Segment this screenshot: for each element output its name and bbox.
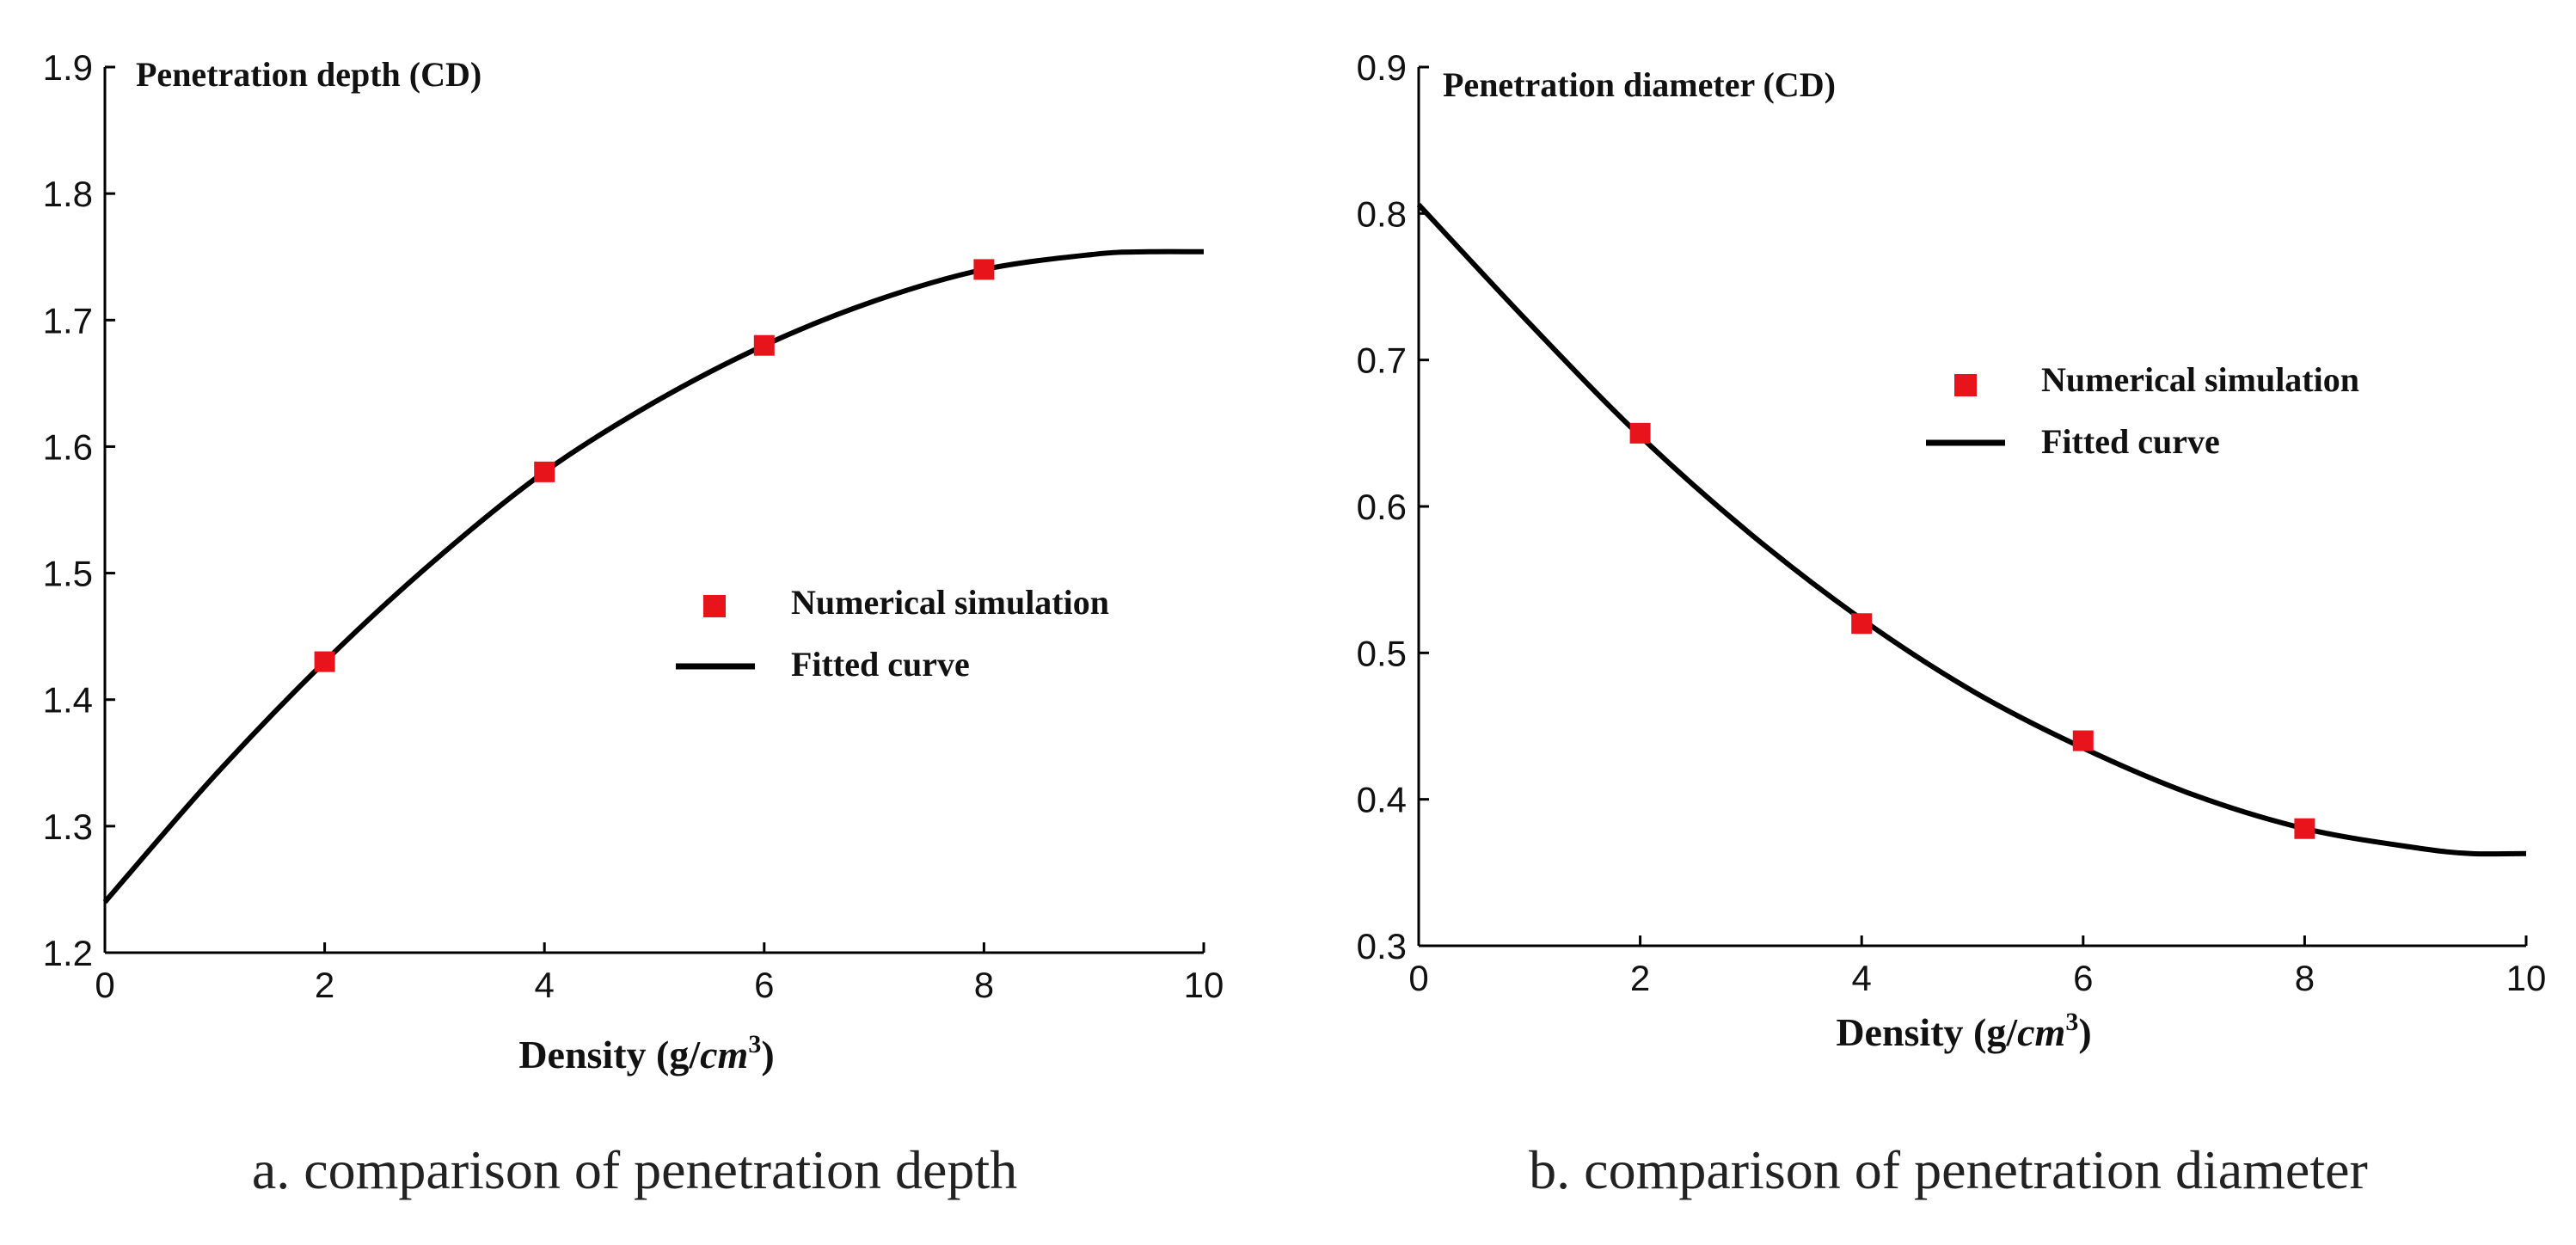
simulation-point bbox=[2294, 818, 2315, 839]
panel-b: Penetration diameter (CD) 0.30.40.50.60.… bbox=[1357, 47, 2547, 1200]
panel-b-title: Penetration diameter (CD) bbox=[1443, 65, 1836, 104]
panel-b-legend: Numerical simulation Fitted curve bbox=[1926, 360, 2359, 461]
panel-a-title: Penetration depth (CD) bbox=[136, 55, 481, 94]
panel-b-fitted-curve-group bbox=[1416, 203, 2527, 857]
y-tick-label: 0.9 bbox=[1357, 47, 1407, 88]
simulation-point bbox=[1629, 422, 1651, 444]
y-tick-label: 1.3 bbox=[43, 806, 93, 847]
simulation-point bbox=[2072, 730, 2094, 751]
simulation-point bbox=[314, 651, 335, 672]
legend-label-fitted: Fitted curve bbox=[2041, 422, 2220, 461]
x-tick-label: 4 bbox=[535, 965, 555, 1005]
fitted-curve-line bbox=[102, 248, 1205, 905]
y-tick-label: 1.6 bbox=[43, 426, 93, 467]
x-tick-label: 2 bbox=[315, 965, 334, 1005]
panel-a-x-label-sup: 3 bbox=[748, 1030, 761, 1058]
simulation-point bbox=[1851, 613, 1873, 635]
y-tick-label: 0.7 bbox=[1357, 340, 1407, 381]
panel-b-caption: b. comparison of penetration diameter bbox=[1529, 1139, 2368, 1200]
x-tick-label: 8 bbox=[974, 965, 994, 1005]
x-tick-label: 6 bbox=[2073, 958, 2093, 998]
x-tick-label: 8 bbox=[2295, 958, 2315, 998]
panel-a-fitted-curve-group bbox=[102, 248, 1205, 905]
simulation-point bbox=[753, 334, 775, 356]
panel-a-legend: Numerical simulation Fitted curve bbox=[676, 583, 1109, 684]
legend-label-simulation: Numerical simulation bbox=[2041, 360, 2359, 399]
panel-b-x-label-prefix: Density (g/ bbox=[1836, 1010, 2018, 1054]
y-tick-label: 0.4 bbox=[1357, 780, 1407, 820]
panel-a-x-axis-label: Density (g/cm3) bbox=[518, 1030, 774, 1076]
y-tick-label: 0.6 bbox=[1357, 487, 1407, 527]
legend-marker-simulation bbox=[703, 595, 726, 617]
panel-b-x-label-unit: cm bbox=[2017, 1010, 2065, 1054]
legend-marker-simulation bbox=[1954, 374, 1977, 396]
y-tick-label: 1.5 bbox=[43, 554, 93, 594]
y-tick-label: 1.8 bbox=[43, 174, 93, 214]
y-tick-label: 1.9 bbox=[43, 47, 93, 88]
y-tick-label: 1.4 bbox=[43, 680, 93, 721]
legend-label-fitted: Fitted curve bbox=[791, 645, 970, 684]
y-tick-label: 0.8 bbox=[1357, 193, 1407, 234]
y-tick-label: 0.3 bbox=[1357, 926, 1407, 966]
x-tick-label: 10 bbox=[1184, 965, 1224, 1005]
panel-b-x-axis-label: Density (g/cm3) bbox=[1836, 1008, 2091, 1054]
y-tick-label: 0.5 bbox=[1357, 633, 1407, 673]
panel-a-y-ticks: 1.2 1.3 1.4 1.5 1.6 1.7 1.8 1.9 bbox=[43, 47, 115, 973]
x-tick-label: 10 bbox=[2506, 958, 2547, 998]
panel-b-simulation-markers bbox=[1629, 422, 2315, 839]
x-tick-label: 4 bbox=[1852, 958, 1872, 998]
x-tick-label: 0 bbox=[95, 965, 114, 1005]
y-tick-label: 1.7 bbox=[43, 300, 93, 340]
simulation-point bbox=[973, 259, 995, 280]
panel-a-x-label-unit: cm bbox=[700, 1033, 748, 1076]
panel-a-x-ticks: 0 2 4 6 8 10 bbox=[95, 942, 1224, 1005]
panel-a-simulation-markers bbox=[314, 259, 995, 672]
panel-b-x-ticks: 0 2 4 6 8 10 bbox=[1408, 935, 2546, 998]
panel-a: Penetration depth (CD) 1.21.31.41.51.61.… bbox=[43, 47, 1224, 1200]
fitted-curve-line bbox=[1416, 203, 2527, 857]
panel-a-caption: a. comparison of penetration depth bbox=[252, 1139, 1017, 1200]
panel-a-x-label-suffix: ) bbox=[761, 1033, 774, 1076]
panel-b-x-label-suffix: ) bbox=[2078, 1010, 2091, 1054]
x-tick-label: 6 bbox=[754, 965, 774, 1005]
panel-a-x-label-prefix: Density (g/ bbox=[518, 1033, 701, 1076]
x-tick-label: 2 bbox=[1630, 958, 1650, 998]
legend-label-simulation: Numerical simulation bbox=[791, 583, 1109, 622]
panel-b-x-label-sup: 3 bbox=[2065, 1008, 2078, 1036]
y-tick-label: 1.2 bbox=[43, 933, 93, 973]
x-tick-label: 0 bbox=[1408, 958, 1428, 998]
panel-b-y-ticks: 0.3 0.4 0.5 0.6 0.7 0.8 0.9 bbox=[1357, 47, 1429, 966]
simulation-point bbox=[534, 461, 555, 482]
